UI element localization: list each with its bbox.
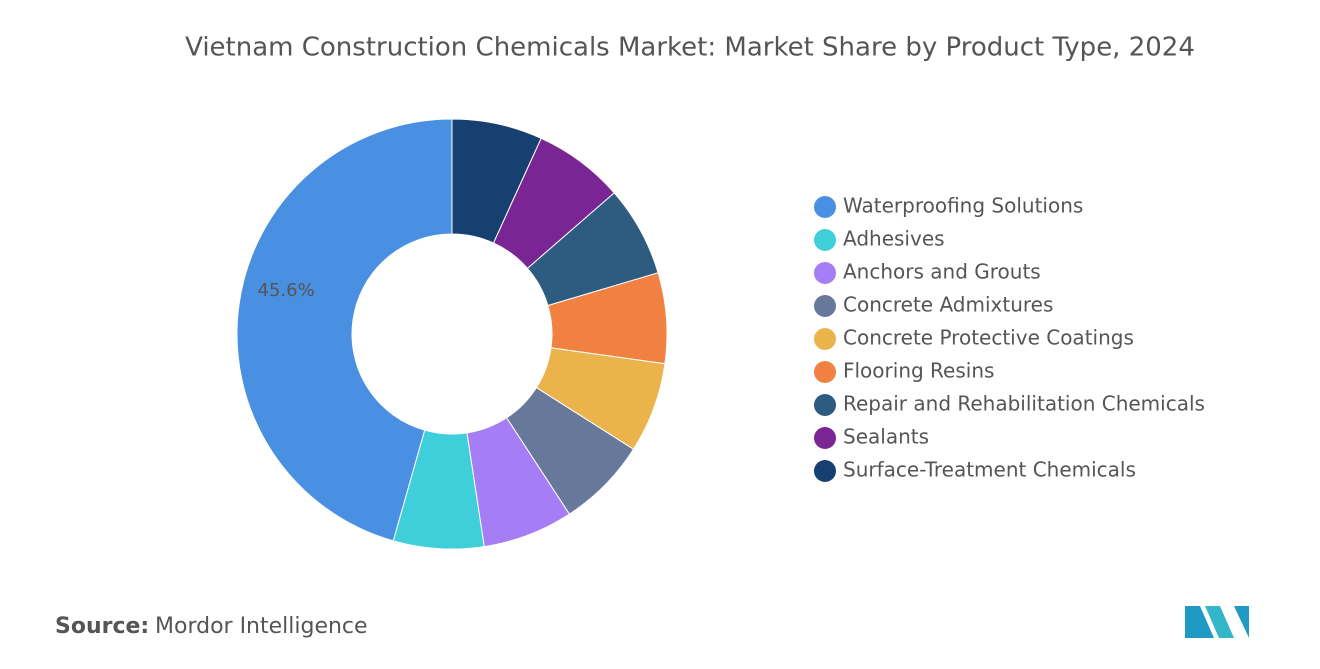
legend-swatch	[814, 196, 836, 218]
legend-swatch	[814, 295, 836, 317]
legend-label: Waterproofing Solutions	[843, 194, 1083, 218]
data-label: 45.6%	[258, 280, 315, 301]
legend-label: Flooring Resins	[843, 359, 994, 383]
slice	[451, 118, 542, 244]
logo	[1185, 606, 1249, 638]
legend-swatch	[814, 229, 836, 251]
legend-label: Adhesives	[843, 227, 945, 251]
source: Mordor Intelligence	[155, 614, 368, 639]
slice	[236, 118, 453, 542]
source-label: Source:	[55, 614, 149, 639]
legend-label: Surface-Treatment Chemicals	[843, 458, 1136, 482]
legend-swatch	[814, 460, 836, 482]
legend-label: Sealants	[843, 425, 929, 449]
legend-label: Concrete Protective Coatings	[843, 326, 1134, 350]
legend-swatch	[814, 427, 836, 449]
legend-swatch	[814, 328, 836, 350]
legend-swatch	[814, 394, 836, 416]
legend-label: Concrete Admixtures	[843, 293, 1053, 317]
legend-swatch	[814, 262, 836, 284]
legend-label: Repair and Rehabilitation Chemicals	[843, 392, 1205, 416]
chart-title: Vietnam Construction Chemicals Market: M…	[185, 33, 1195, 63]
legend-swatch	[814, 361, 836, 383]
legend-label: Anchors and Grouts	[843, 260, 1041, 284]
